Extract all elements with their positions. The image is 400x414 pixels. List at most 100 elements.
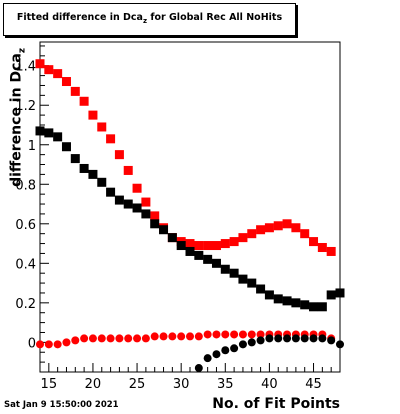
data-point-square-series-2 — [132, 203, 142, 213]
data-point-circle-series-4 — [300, 334, 309, 343]
y-tick-label: 0.6 — [15, 218, 36, 233]
chart-title-subscript: z — [142, 16, 148, 25]
y-tick-label: 1 — [28, 139, 36, 154]
data-point-circle-series-3 — [150, 332, 159, 341]
data-point-square-series-2 — [44, 128, 54, 138]
y-axis-label: difference in Dcaz — [9, 37, 28, 197]
y-tick-label: 0 — [28, 336, 36, 351]
data-point-square-series-1 — [220, 239, 230, 249]
data-point-circle-series-4 — [283, 334, 292, 343]
data-point-square-series-2 — [229, 268, 239, 278]
data-point-square-series-2 — [88, 169, 98, 179]
data-point-square-series-2 — [185, 246, 195, 256]
data-point-square-series-2 — [317, 302, 327, 312]
data-point-circle-series-3 — [36, 340, 44, 349]
data-point-square-series-2 — [61, 142, 71, 152]
data-point-square-series-1 — [61, 77, 71, 87]
data-point-square-series-2 — [273, 294, 283, 304]
data-point-square-series-2 — [247, 278, 257, 288]
data-point-square-series-2 — [97, 177, 107, 187]
data-point-circle-series-3 — [106, 334, 115, 343]
data-point-square-series-1 — [309, 237, 319, 247]
data-point-square-series-1 — [79, 96, 89, 106]
data-point-circle-series-3 — [80, 334, 89, 343]
data-point-square-series-1 — [282, 219, 292, 229]
data-point-square-series-2 — [176, 241, 186, 251]
data-point-square-series-1 — [106, 134, 116, 144]
data-point-square-series-1 — [97, 122, 107, 132]
data-point-square-series-2 — [106, 187, 116, 197]
data-point-square-series-1 — [53, 69, 63, 79]
data-point-square-series-1 — [211, 241, 221, 251]
data-point-square-series-2 — [256, 284, 266, 294]
data-point-square-series-2 — [300, 300, 310, 310]
data-point-circle-series-3 — [247, 330, 256, 339]
data-point-circle-series-4 — [309, 334, 318, 343]
data-point-circle-series-3 — [256, 330, 265, 339]
chart-title: Fitted difference in Dcaz for Global Rec… — [4, 12, 295, 25]
data-point-square-series-1 — [185, 239, 195, 249]
data-point-square-series-2 — [167, 233, 177, 243]
data-point-square-series-2 — [123, 199, 133, 209]
data-point-circle-series-4 — [256, 336, 265, 345]
data-point-circle-series-3 — [168, 332, 177, 341]
data-point-square-series-1 — [247, 229, 257, 239]
chart-title-box: Fitted difference in Dcaz for Global Rec… — [3, 3, 296, 36]
data-point-square-series-1 — [88, 110, 98, 120]
data-point-circle-series-4 — [194, 364, 203, 373]
data-point-square-series-1 — [70, 86, 80, 96]
data-point-square-series-2 — [70, 154, 80, 164]
data-point-square-series-2 — [141, 209, 151, 219]
data-point-circle-series-4 — [212, 350, 221, 359]
data-point-square-series-2 — [335, 288, 345, 298]
data-point-square-series-2 — [291, 298, 301, 308]
data-point-circle-series-3 — [212, 330, 221, 339]
data-point-square-series-1 — [238, 233, 248, 243]
data-point-square-series-1 — [291, 223, 301, 233]
data-point-square-series-1 — [326, 246, 336, 256]
data-point-square-series-2 — [326, 290, 336, 300]
data-point-square-series-2 — [79, 163, 89, 173]
data-point-circle-series-3 — [88, 334, 97, 343]
data-point-circle-series-4 — [291, 334, 300, 343]
data-point-circle-series-3 — [141, 334, 150, 343]
data-point-circle-series-3 — [71, 336, 80, 345]
data-point-circle-series-4 — [318, 334, 327, 343]
y-tick-label: 0.2 — [15, 297, 36, 312]
data-point-circle-series-3 — [238, 330, 247, 339]
data-point-square-series-2 — [114, 195, 124, 205]
data-point-square-series-1 — [114, 150, 124, 160]
data-point-square-series-1 — [150, 211, 160, 221]
data-point-circle-series-3 — [186, 332, 194, 341]
x-tick-label: 35 — [217, 377, 234, 392]
data-point-circle-series-4 — [230, 344, 239, 353]
data-point-circle-series-3 — [230, 330, 239, 339]
y-axis-label-main: difference in Dca — [8, 53, 25, 187]
data-point-square-series-1 — [264, 223, 274, 233]
y-tick-label: 1.4 — [15, 60, 36, 75]
data-point-circle-series-3 — [124, 334, 133, 343]
chart-title-suffix: for Global Rec All NoHits — [150, 12, 283, 23]
data-point-square-series-1 — [273, 221, 283, 231]
data-point-square-series-1 — [123, 165, 133, 175]
data-point-circle-series-4 — [247, 338, 256, 347]
data-point-square-series-2 — [194, 250, 204, 260]
chart-title-main: Fitted difference in Dca — [16, 12, 143, 23]
y-tick-label: 1.2 — [15, 99, 36, 114]
data-point-circle-series-3 — [97, 334, 106, 343]
data-point-circle-series-3 — [133, 334, 142, 343]
data-point-square-series-1 — [203, 241, 213, 251]
data-point-square-series-2 — [35, 126, 45, 136]
data-point-circle-series-3 — [115, 334, 124, 343]
plot-frame — [39, 41, 341, 373]
x-tick-label: 20 — [85, 377, 102, 392]
data-point-square-series-2 — [211, 258, 221, 268]
y-tick-label: 0.4 — [15, 257, 36, 272]
data-point-square-series-2 — [159, 225, 169, 235]
data-point-square-series-1 — [256, 225, 266, 235]
data-point-circle-series-3 — [53, 340, 62, 349]
x-tick-label: 30 — [173, 377, 190, 392]
data-point-square-series-1 — [44, 65, 54, 75]
data-point-square-series-1 — [141, 197, 151, 207]
